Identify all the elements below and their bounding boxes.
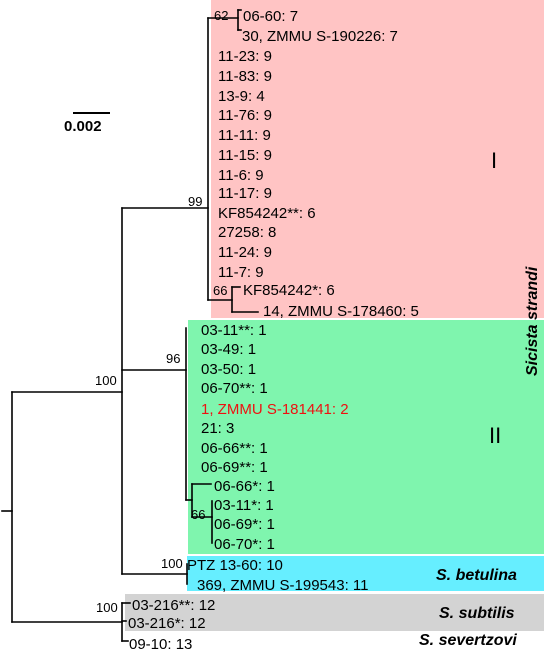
bootstrap-value: 66 — [191, 507, 205, 522]
bootstrap-value: 96 — [166, 351, 180, 366]
leaf-label: 03-216**: 12 — [132, 597, 215, 614]
leaf-label: 14, ZMMU S-178460: 5 — [263, 303, 419, 320]
leaf-label: 06-66*: 1 — [214, 478, 275, 495]
leaf-label: 06-70*: 1 — [214, 536, 275, 553]
species-label-subtilis: S. subtilis — [439, 605, 515, 622]
strandi-group-box — [211, 0, 544, 318]
species-label-severtzovi: S. severtzovi — [419, 632, 517, 649]
clade-label-ii: II — [489, 423, 501, 448]
scale-bar-label: 0.002 — [64, 118, 102, 135]
bootstrap-value: 99 — [188, 194, 202, 209]
bootstrap-values: 62 66 99 100 96 66 100 100 — [95, 8, 228, 615]
bootstrap-value: 100 — [96, 600, 118, 615]
clade-ii-box — [188, 320, 544, 554]
leaf-label: 03-11**: 1 — [201, 322, 267, 339]
leaf-label: 1, ZMMU S-181441: 2 — [201, 401, 349, 418]
leaf-label: 11-24: 9 — [218, 244, 272, 261]
subtilis-group-box — [125, 594, 544, 631]
leaf-label: 27258: 8 — [218, 224, 276, 241]
bootstrap-value: 66 — [213, 283, 227, 298]
leaf-label: 06-70**: 1 — [201, 380, 268, 397]
tree-branches — [1, 9, 259, 642]
leaf-label: 11-15: 9 — [218, 147, 272, 164]
leaf-label: 06-66**: 1 — [201, 440, 268, 457]
leaf-label: 11-7: 9 — [218, 264, 264, 281]
clade-label-i: I — [491, 148, 497, 173]
bootstrap-value: 62 — [214, 8, 228, 23]
leaf-label: 06-69**: 1 — [201, 459, 268, 476]
leaf-label: 21: 3 — [201, 420, 234, 437]
betulina-group-box — [187, 556, 544, 591]
leaf-label: 03-49: 1 — [201, 341, 256, 358]
leaf-label: 11-11: 9 — [218, 127, 271, 144]
leaf-labels: 06-60: 7 30, ZMMU S-190226: 7 11-23: 9 11-8… — [128, 8, 419, 653]
leaf-label: 03-50: 1 — [201, 361, 256, 378]
leaf-label: KF854242*: 6 — [243, 282, 335, 299]
leaf-label: 11-83: 9 — [218, 68, 272, 85]
leaf-label: 03-216*: 12 — [128, 615, 206, 632]
leaf-label: PTZ 13-60: 10 — [187, 557, 283, 574]
leaf-label: 11-6: 9 — [218, 167, 264, 184]
bootstrap-value: 100 — [95, 373, 117, 388]
leaf-label: 369, ZMMU S-199543: 11 — [197, 577, 368, 594]
leaf-label: 13-9: 4 — [218, 88, 265, 105]
leaf-label: 09-10: 13 — [129, 636, 192, 653]
bootstrap-value: 100 — [161, 556, 183, 571]
leaf-label: 11-17: 9 — [218, 185, 272, 202]
leaf-label: 11-76: 9 — [218, 107, 272, 124]
leaf-label: 06-69*: 1 — [214, 516, 275, 533]
leaf-label: 11-23: 9 — [218, 48, 272, 65]
leaf-label: KF854242**: 6 — [218, 205, 316, 222]
leaf-label: 06-60: 7 — [243, 8, 298, 25]
leaf-label: 03-11*: 1 — [214, 497, 274, 514]
species-label-strandi: Sicista strandi — [524, 266, 541, 376]
species-label-betulina: S. betulina — [436, 567, 517, 584]
leaf-label: 30, ZMMU S-190226: 7 — [242, 28, 398, 45]
